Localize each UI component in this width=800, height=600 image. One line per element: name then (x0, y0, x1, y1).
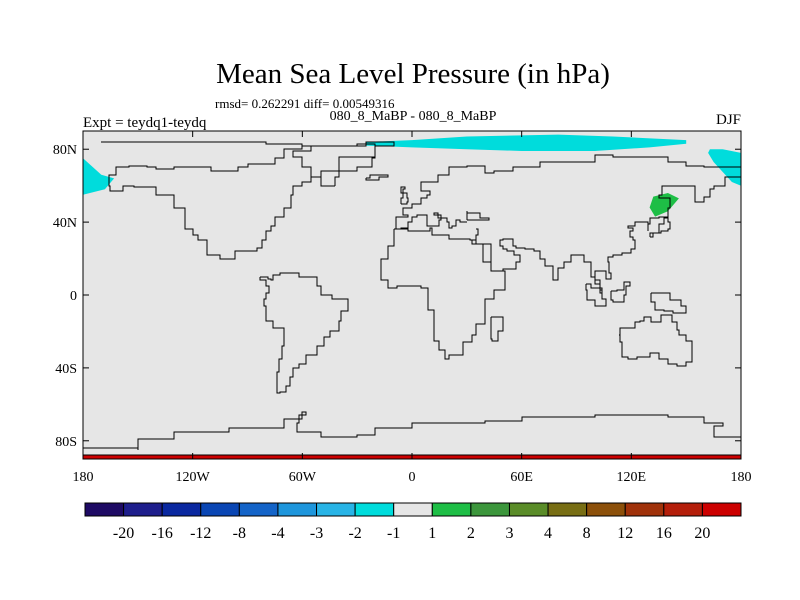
colorbar-label: -8 (233, 525, 246, 542)
colorbar-swatch (393, 502, 433, 517)
colorbar-label: 16 (656, 525, 672, 542)
coastline-segment (83, 411, 741, 450)
y-tick-label: 80N (53, 143, 77, 158)
colorbar-label: -20 (113, 525, 134, 542)
y-tick-label: 80S (55, 435, 77, 450)
colorbar-swatch (277, 502, 318, 517)
colorbar-label: -4 (271, 525, 284, 542)
coastline-segment (585, 283, 607, 307)
colorbar: -20 -16 -12 -8 -4 -3 -2 -1 1 2 3 4 8 12 16 20 (84, 502, 742, 542)
colorbar-swatch (431, 502, 472, 517)
region-bering-negative-west (83, 158, 115, 195)
colorbar-swatch (701, 502, 742, 517)
subtitle-left: Expt = teydq1-teydq (83, 115, 207, 131)
coastline-segment (650, 292, 687, 314)
colorbar-label: -1 (387, 525, 400, 542)
colorbar-label: 4 (544, 525, 552, 542)
colorbar-swatch (84, 502, 125, 517)
coastline-segment (471, 175, 741, 294)
colorbar-swatch (316, 502, 356, 517)
colorbar-swatch (123, 502, 163, 517)
colorbar-label: -12 (190, 525, 211, 542)
x-tick-label: 180 (731, 470, 752, 485)
x-tick-label: 0 (409, 470, 416, 485)
coastline-segment (259, 272, 349, 394)
colorbar-swatch (354, 502, 395, 517)
colorbar-label: -2 (348, 525, 361, 542)
colorbar-swatch (200, 502, 240, 517)
region-arctic-negative (366, 134, 687, 151)
colorbar-swatch (161, 502, 202, 517)
coastline-segment (649, 217, 671, 238)
y-tick-label: 40N (53, 216, 77, 231)
colorbar-label: -16 (152, 525, 173, 542)
y-axis: 80N 40N 0 40S 80S (53, 143, 741, 450)
colorbar-swatch (663, 502, 703, 517)
coastline-segment (394, 154, 741, 230)
coastline-segment (101, 141, 395, 260)
y-tick-label: 0 (70, 289, 77, 304)
chart-title: Mean Sea Level Pressure (in hPa) (216, 58, 610, 90)
x-tick-label: 120W (176, 470, 211, 485)
coastline-segment (466, 211, 490, 221)
coastline-segment (619, 314, 693, 367)
colorbar-label: 3 (505, 525, 513, 542)
colorbar-swatch (508, 502, 549, 517)
coastline-segment (365, 174, 389, 181)
coastline-segment (292, 143, 376, 187)
colorbar-swatch (470, 502, 510, 517)
x-tick-label: 60W (289, 470, 317, 485)
x-tick-label: 60E (510, 470, 533, 485)
colorbar-label: -3 (310, 525, 323, 542)
coastline-segment (380, 227, 506, 360)
x-tick-label: 180 (73, 470, 94, 485)
colorbar-label: 1 (428, 525, 436, 542)
stats-label: rmsd= 0.262291 diff= 0.00549316 (215, 96, 395, 111)
plot-background (83, 131, 741, 459)
colorbar-label: 12 (617, 525, 633, 542)
colorbar-swatch (586, 502, 626, 517)
colorbar-swatch (547, 502, 588, 517)
region-pacific-positive (649, 193, 679, 217)
x-axis: 180 120W 60W 0 60E 120E 180 (73, 131, 752, 485)
colorbar-label: 20 (694, 525, 710, 542)
coastline-segment (400, 212, 467, 229)
subtitle-center: 080_8_MaBP - 080_8_MaBP (330, 109, 497, 124)
coastline-segment (490, 316, 504, 342)
x-tick-label: 120E (617, 470, 647, 485)
coastline-segment (610, 281, 631, 303)
colorbar-label: 2 (467, 525, 475, 542)
colorbar-label: 8 (583, 525, 591, 542)
colorbar-swatch (238, 502, 279, 517)
colorbar-swatch (624, 502, 665, 517)
y-tick-label: 40S (55, 362, 77, 377)
map-plot-area (82, 130, 742, 460)
subtitle-right: DJF (716, 112, 741, 128)
coastline-segment (400, 186, 409, 205)
